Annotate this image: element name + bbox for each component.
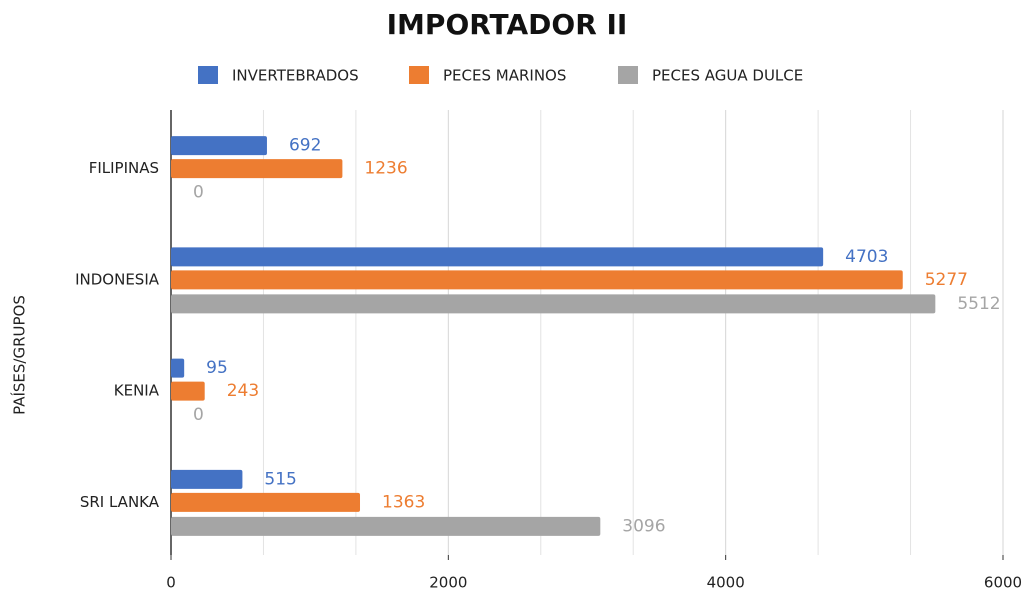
x-tick-label: 6000 — [984, 574, 1022, 592]
y-tick-label: SRI LANKA — [80, 493, 160, 511]
legend-swatch — [409, 66, 429, 84]
data-label: 515 — [264, 469, 296, 489]
bar — [171, 294, 936, 314]
bar — [171, 136, 267, 156]
data-label: 5512 — [957, 294, 1000, 314]
data-label: 1236 — [364, 159, 407, 179]
bar — [171, 358, 185, 378]
data-label: 4703 — [845, 247, 888, 267]
x-tick-label: 0 — [166, 574, 176, 592]
legend-swatch — [198, 66, 218, 84]
data-label: 1363 — [382, 492, 425, 512]
data-label: 0 — [193, 183, 204, 203]
data-label: 5277 — [925, 270, 968, 290]
bar — [171, 492, 361, 512]
chart-title: IMPORTADOR II — [387, 8, 628, 41]
y-axis-label: PAÍSES/GRUPOS — [10, 295, 29, 415]
x-tick-label: 4000 — [707, 574, 745, 592]
data-label: 95 — [206, 358, 228, 378]
bar — [171, 159, 343, 179]
legend-label: PECES MARINOS — [443, 67, 566, 85]
data-label: 243 — [227, 381, 259, 401]
bar — [171, 270, 903, 290]
bar — [171, 469, 243, 489]
legend-swatch — [618, 66, 638, 84]
data-label: 692 — [289, 136, 321, 156]
x-tick-label: 2000 — [429, 574, 467, 592]
data-label: 3096 — [622, 516, 665, 536]
y-tick-label: INDONESIA — [75, 270, 160, 288]
y-tick-label: FILIPINAS — [89, 159, 159, 177]
bar — [171, 247, 824, 267]
data-label: 0 — [193, 405, 204, 425]
legend-label: PECES AGUA DULCE — [652, 67, 803, 85]
y-tick-label: KENIA — [114, 382, 160, 400]
bar — [171, 381, 205, 401]
legend-label: INVERTEBRADOS — [232, 67, 359, 85]
bar — [171, 516, 601, 536]
